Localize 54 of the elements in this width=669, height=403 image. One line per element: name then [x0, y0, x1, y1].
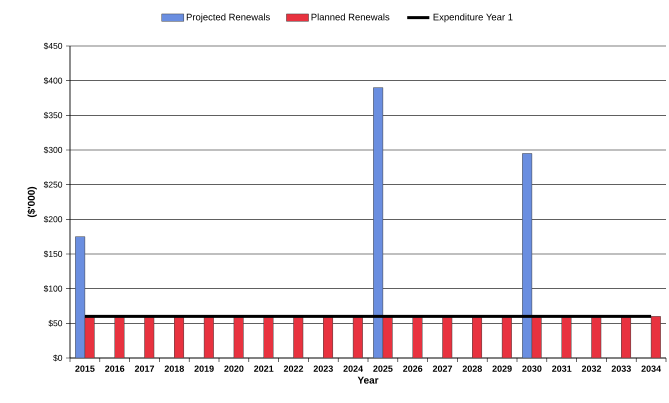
x-tick-label: 2033 — [612, 366, 631, 372]
y-tick-label: $300 — [44, 146, 62, 154]
y-tick-label: $0 — [53, 354, 62, 362]
bar — [323, 316, 334, 358]
bar — [373, 87, 384, 358]
legend-label: Projected Renewals — [186, 13, 270, 22]
x-tick-label: 2016 — [105, 366, 124, 372]
bar — [650, 316, 661, 358]
x-tick-label: 2019 — [194, 366, 214, 372]
bar — [412, 316, 422, 358]
x-tick-label: 2026 — [403, 366, 422, 372]
y-tick-label: $100 — [44, 285, 62, 292]
x-tick-label: 2020 — [224, 366, 244, 372]
y-tick-label: $400 — [44, 77, 62, 84]
x-tick-label: 2034 — [641, 366, 662, 372]
x-tick-label: 2027 — [432, 366, 452, 372]
bar — [621, 316, 632, 358]
bar — [263, 316, 274, 358]
bar — [84, 316, 95, 358]
x-tick-label: 2029 — [492, 366, 512, 372]
x-tick-label: 2024 — [343, 366, 364, 372]
y-tick-label: $50 — [48, 320, 62, 327]
bar — [502, 316, 512, 358]
x-axis-title: Year — [358, 376, 378, 384]
legend-label: Expenditure Year 1 — [434, 13, 512, 22]
x-tick-label: 2018 — [164, 366, 184, 372]
bar — [114, 316, 124, 358]
x-tick-label: 2031 — [552, 366, 572, 372]
bar — [532, 316, 542, 358]
bar — [522, 153, 532, 358]
x-tick-label: 2032 — [582, 366, 602, 372]
bar — [234, 316, 244, 358]
y-tick-label: $250 — [44, 181, 62, 188]
x-tick-label: 2030 — [522, 366, 542, 372]
y-axis-title: ($'000) — [27, 186, 37, 218]
bar — [472, 316, 482, 358]
y-tick-label: $450 — [44, 42, 62, 50]
y-tick-label: $150 — [44, 250, 62, 258]
bar — [75, 236, 86, 358]
x-tick-label: 2021 — [254, 366, 274, 372]
bar — [174, 316, 184, 358]
bar — [352, 316, 363, 358]
legend-label: Planned Renewals — [312, 13, 390, 20]
x-tick-label: 2028 — [462, 366, 482, 372]
x-tick-label: 2015 — [75, 366, 95, 372]
bar — [204, 316, 214, 358]
x-tick-label: 2025 — [373, 366, 393, 372]
y-tick-label: $350 — [44, 112, 62, 119]
x-tick-label: 2022 — [284, 366, 304, 372]
x-tick-label: 2023 — [314, 366, 333, 372]
bar — [382, 316, 393, 358]
x-tick-label: 2017 — [134, 366, 154, 372]
bar — [561, 316, 572, 358]
y-tick-label: $200 — [44, 216, 62, 223]
